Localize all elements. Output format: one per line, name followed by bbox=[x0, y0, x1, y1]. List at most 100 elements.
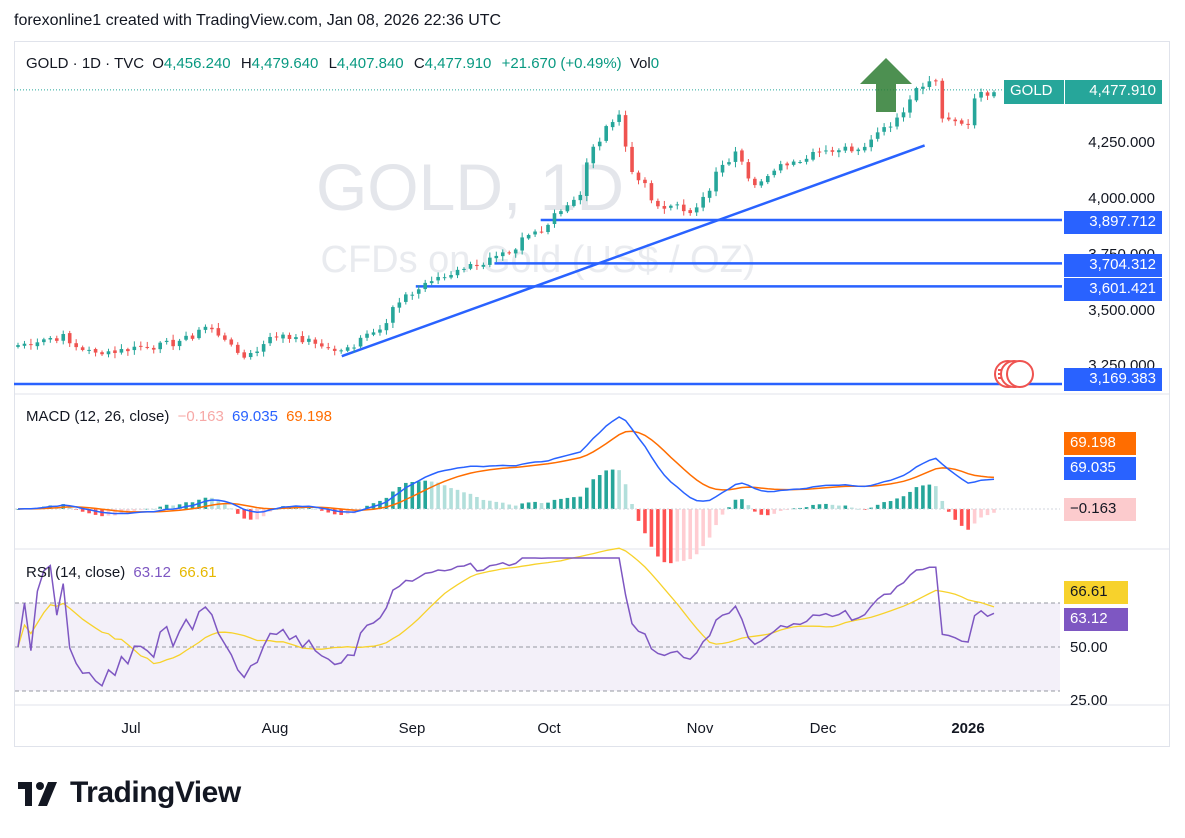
candle-body-2025-09-22 bbox=[488, 257, 492, 265]
macd-histogram-bar-2025-09-18 bbox=[475, 496, 479, 509]
macd-histogram-bar-2025-07-17 bbox=[184, 502, 188, 509]
candle-body-2025-06-20 bbox=[61, 334, 66, 341]
legend-symbol[interactable]: GOLD · 1D · TVC bbox=[26, 55, 145, 72]
candle-body-2025-10-16 bbox=[604, 126, 608, 141]
candle-body-2025-07-28 bbox=[229, 339, 234, 345]
candle-body-2025-06-12 bbox=[22, 343, 27, 346]
candle-body-2025-09-10 bbox=[436, 276, 440, 281]
candle-body-2025-11-11 bbox=[720, 164, 725, 173]
rsi-line-value: 63.12 bbox=[133, 564, 171, 581]
macd-histogram-bar-2025-09-09 bbox=[429, 481, 434, 509]
macd-histogram-bar-2025-12-16 bbox=[882, 502, 886, 509]
candle-body-2025-10-06 bbox=[552, 213, 557, 225]
macd-histogram-bar-2025-12-26 bbox=[934, 486, 938, 509]
macd-histogram-bar-2025-12-25 bbox=[927, 484, 932, 509]
candle-body-2025-06-19 bbox=[54, 338, 59, 341]
candle-body-2025-11-28 bbox=[804, 158, 809, 162]
candle-body-2025-07-23 bbox=[210, 327, 214, 330]
macd-title[interactable]: MACD (12, 26, close) bbox=[26, 408, 170, 425]
candle-body-2025-06-27 bbox=[93, 349, 98, 353]
candle-body-2025-12-03 bbox=[824, 150, 828, 152]
legend-high-label: H bbox=[240, 55, 252, 72]
candle-body-2025-10-22 bbox=[630, 146, 634, 172]
candle-body-2026-01-06 bbox=[979, 92, 983, 98]
macd-histogram-bar-2025-10-20 bbox=[617, 470, 621, 509]
macd-histogram-bar-2025-11-28 bbox=[804, 507, 809, 509]
candle-body-2025-10-31 bbox=[675, 204, 680, 206]
macd-histogram-bar-2025-10-27 bbox=[649, 509, 654, 547]
rsi-title[interactable]: RSI (14, close) bbox=[26, 564, 126, 581]
macd-histogram-bar-2025-10-28 bbox=[656, 509, 660, 557]
candle-body-2025-08-13 bbox=[307, 338, 311, 342]
macd-histogram-bar-2025-12-02 bbox=[817, 504, 822, 509]
candle-body-2025-12-09 bbox=[850, 146, 854, 152]
price-tag-symbol: GOLD bbox=[1004, 80, 1064, 104]
macd-histogram-bar-2025-11-17 bbox=[746, 505, 751, 509]
macd-histogram-bar-2025-12-01 bbox=[811, 504, 815, 509]
candle-body-2025-12-29 bbox=[940, 80, 945, 119]
candle-body-2025-10-02 bbox=[539, 231, 544, 233]
macd-histogram-bar-2025-10-02 bbox=[539, 503, 544, 509]
candle-body-2025-07-16 bbox=[177, 340, 182, 347]
candle-body-2025-08-22 bbox=[352, 347, 356, 349]
macd-histogram-bar-2025-08-29 bbox=[384, 497, 389, 509]
macd-histogram-bar-2025-09-03 bbox=[404, 482, 408, 509]
macd-histogram-bar-2025-12-09 bbox=[850, 507, 854, 509]
candle-body-2025-06-25 bbox=[80, 347, 85, 351]
time-axis-label: Dec bbox=[810, 720, 837, 737]
macd-histogram-bar-2025-07-16 bbox=[177, 504, 182, 509]
macd-histogram-bar-2025-10-29 bbox=[662, 509, 667, 563]
candle-body-2025-11-18 bbox=[753, 178, 757, 186]
time-axis-label: Jul bbox=[121, 720, 140, 737]
candle-body-2025-11-19 bbox=[759, 181, 764, 186]
candle-body-2025-08-18 bbox=[326, 347, 331, 349]
candle-body-2025-08-27 bbox=[371, 332, 376, 335]
macd-histogram-bar-2025-11-06 bbox=[701, 509, 705, 547]
macd-histogram-bar-2025-07-10 bbox=[151, 508, 156, 510]
candle-body-2025-10-07 bbox=[559, 211, 563, 215]
macd-histogram-bar-2025-11-21 bbox=[772, 509, 777, 514]
candle-body-2025-06-18 bbox=[48, 338, 53, 340]
event-marker-icon bbox=[1006, 360, 1034, 388]
candle-body-2025-07-18 bbox=[190, 335, 195, 339]
candle-body-2025-06-23 bbox=[67, 333, 72, 344]
candle-body-2025-07-04 bbox=[126, 349, 130, 352]
macd-histogram-bar-2025-11-26 bbox=[791, 508, 796, 510]
macd-histogram-bar-2025-08-19 bbox=[332, 509, 337, 515]
macd-histogram-bar-2025-09-12 bbox=[449, 488, 453, 509]
candle-body-2025-12-12 bbox=[869, 139, 873, 148]
candle-body-2025-12-16 bbox=[882, 127, 886, 132]
macd-histogram-bar-2025-09-23 bbox=[494, 501, 499, 509]
macd-histogram-bar-2026-01-02 bbox=[966, 509, 970, 530]
candle-body-2025-06-30 bbox=[100, 352, 104, 355]
macd-histogram-bar-2025-10-07 bbox=[559, 498, 563, 509]
macd-axis-macd-label: 69.035 bbox=[1064, 457, 1136, 480]
candle-body-2025-07-25 bbox=[223, 335, 227, 340]
candle-body-2025-06-17 bbox=[42, 339, 46, 343]
rsi-axis-25-label: 25.00 bbox=[1070, 692, 1108, 706]
candle-body-2025-10-08 bbox=[565, 205, 570, 212]
candle-body-2025-10-30 bbox=[669, 205, 673, 208]
candle-body-2025-07-14 bbox=[164, 340, 169, 343]
candle-body-2025-10-14 bbox=[591, 146, 596, 164]
legend-change: +21.670 (+0.49%) bbox=[501, 55, 622, 72]
candle-body-2025-07-11 bbox=[158, 342, 162, 350]
price-axis-label: 3,500.000 bbox=[1088, 302, 1155, 319]
candle-body-2025-12-11 bbox=[862, 146, 867, 151]
legend-low-value: 4,407.840 bbox=[336, 55, 404, 72]
candle-body-2025-10-23 bbox=[636, 172, 641, 181]
macd-histogram-bar-2025-09-16 bbox=[462, 492, 466, 509]
candle-body-2025-07-10 bbox=[151, 347, 156, 350]
candle-body-2025-12-02 bbox=[817, 151, 822, 153]
candle-body-2025-10-01 bbox=[533, 231, 537, 235]
candle-body-2025-12-01 bbox=[811, 151, 815, 160]
tradingview-brand[interactable]: TradingView bbox=[18, 776, 241, 810]
candle-body-2025-10-13 bbox=[584, 162, 589, 196]
candle-body-2025-08-14 bbox=[313, 339, 318, 344]
macd-histogram-bar-2025-07-14 bbox=[164, 504, 169, 509]
legend-volume-label: Vol bbox=[629, 55, 651, 72]
macd-histogram-bar-2025-11-14 bbox=[740, 499, 744, 509]
macd-histogram-bar-2025-10-21 bbox=[623, 484, 628, 509]
macd-histogram-bar-2025-11-19 bbox=[759, 509, 764, 515]
